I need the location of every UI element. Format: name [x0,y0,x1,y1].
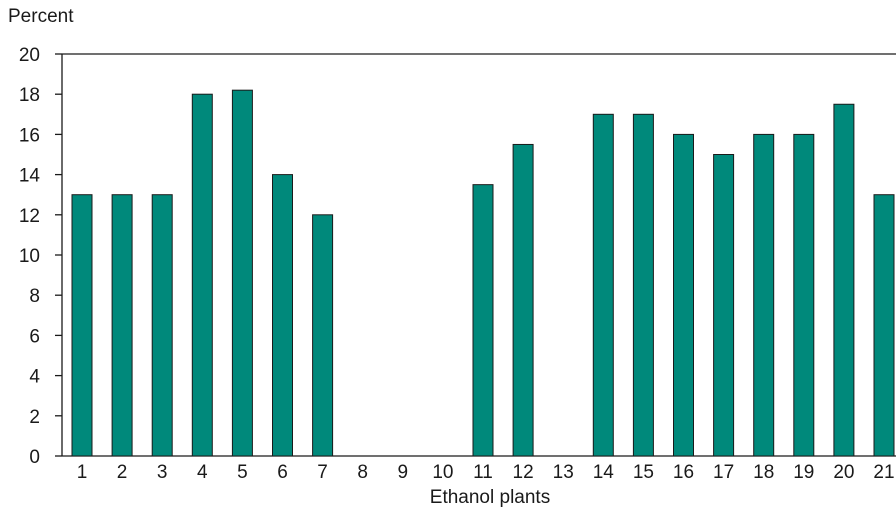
x-tick-label: 2 [117,462,128,483]
y-tick-label: 4 [29,367,40,388]
bar [231,89,253,457]
y-tick-label: 12 [19,206,40,227]
bar [111,194,133,457]
bar [512,143,534,457]
y-tick-label: 2 [29,407,40,428]
bar [833,103,855,457]
bar [873,194,895,457]
y-tick-label: 0 [29,447,40,468]
bar [632,113,654,457]
bar [753,133,775,457]
x-tick-label: 16 [673,462,694,483]
bars [71,89,895,457]
x-tick-label: 8 [357,462,368,483]
y-axis-title: Percent [8,6,74,27]
bar [472,184,494,457]
bar [71,194,93,457]
y-tick-label: 20 [19,45,40,66]
x-axis-title: Ethanol plants [430,487,550,508]
x-tick-label: 11 [473,462,493,483]
x-tick-label: 5 [237,462,248,483]
bar [592,113,614,457]
x-tick-label: 20 [833,462,854,483]
x-tick-label: 17 [713,462,734,483]
bar [312,214,334,457]
x-tick-label: 19 [793,462,814,483]
x-tick-label: 3 [157,462,168,483]
x-tick-label: 4 [197,462,208,483]
y-tick-label: 10 [19,246,40,267]
y-tick-label: 18 [19,85,40,106]
x-tick-label: 9 [398,462,409,483]
y-tick-label: 6 [29,326,40,347]
x-tick-label: 7 [317,462,328,483]
x-tick-label: 15 [633,462,654,483]
bar [793,133,815,457]
x-tick-label: 14 [593,462,615,483]
bar [272,174,293,457]
x-tick-label: 18 [753,462,774,483]
x-tick-label: 21 [873,462,894,483]
x-tick-label: 13 [553,462,574,483]
y-ticks: 0 2 4 6 8 10 12 14 16 18 20 [19,45,62,468]
x-tick-label: 12 [513,462,534,483]
bar [673,133,694,457]
x-tick-label: 10 [432,462,453,483]
y-tick-label: 8 [29,286,40,307]
y-tick-label: 16 [19,125,40,146]
bar [191,93,213,457]
x-tick-label: 1 [77,462,88,483]
y-tick-label: 14 [19,166,41,187]
bar [713,154,735,457]
x-ticks: 1 2 3 4 5 6 7 8 9 10 11 12 13 14 15 16 17 18 19 20 21 [77,462,895,483]
bar [151,194,173,457]
x-tick-label: 6 [277,462,288,483]
